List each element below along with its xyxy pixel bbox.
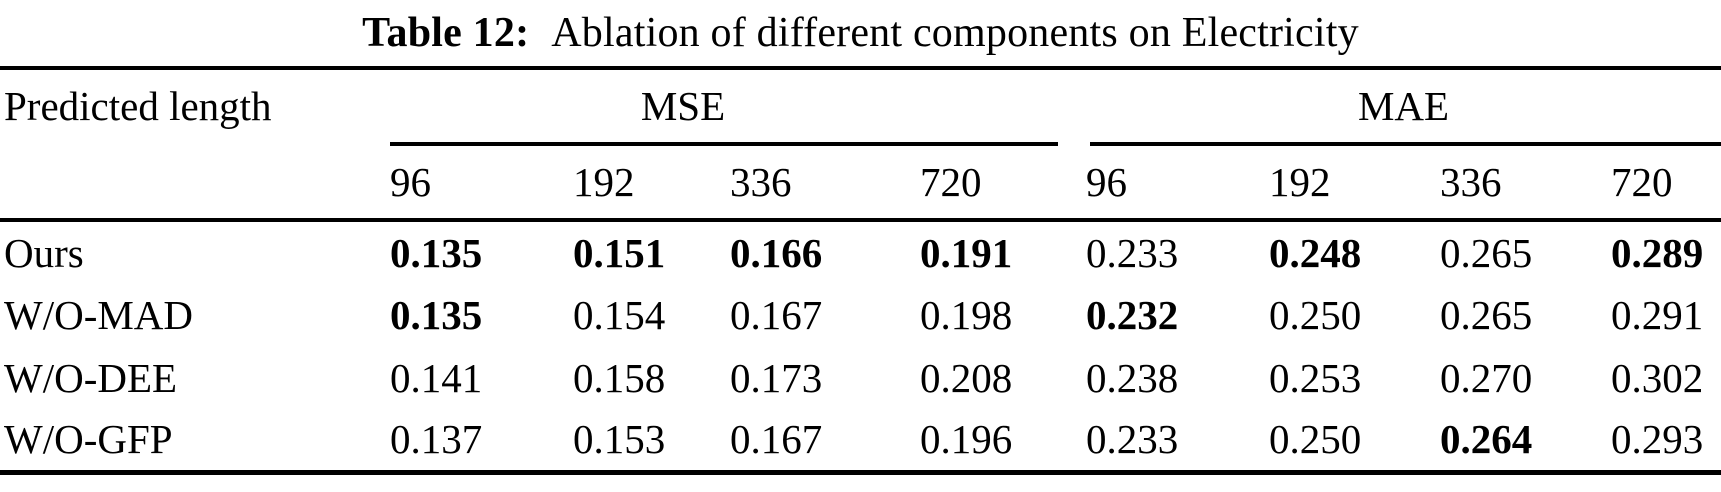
group-underline-row [0,142,1721,146]
table-caption-text: Ablation of different components on Elec… [551,10,1359,56]
metric-cell: 0.289 [1611,229,1704,276]
length-header-mae-336: 336 [1440,146,1611,222]
metric-cell: 0.196 [920,416,1013,463]
mse-group-rule [390,142,1058,146]
spacer-cell [0,146,390,222]
metric-cell: 0.173 [730,354,823,401]
table-caption: Table 12: Ablation of different componen… [0,0,1721,66]
corner-header-predicted-length: Predicted length [4,83,272,129]
length-header-row: 96 192 336 720 96 192 336 720 [0,146,1721,222]
metric-cell: 0.167 [730,291,823,338]
metric-cell: 0.265 [1440,229,1533,276]
metric-cell: 0.232 [1086,291,1179,338]
metric-cell: 0.253 [1269,354,1362,401]
metric-cell: 0.135 [390,291,483,338]
mae-underline-cell [1086,142,1721,146]
metric-cell: 0.265 [1440,291,1533,338]
row-label-wo-mad: W/O-MAD [4,291,194,338]
metric-cell: 0.250 [1269,416,1362,463]
table-row-wo-mad: W/O-MAD 0.135 0.154 0.167 0.198 0.232 0.… [0,283,1721,346]
metric-cell: 0.250 [1269,291,1362,338]
metric-cell: 0.151 [573,229,666,276]
row-label-wo-dee: W/O-DEE [4,354,178,401]
metric-cell: 0.208 [920,354,1013,401]
mse-underline-cell [390,142,1086,146]
table-row-ours: Ours 0.135 0.151 0.166 0.191 0.233 0.248… [0,220,1721,283]
row-label-ours: Ours [4,229,84,276]
group-header-row: Predicted length MSE MAE [0,68,1721,142]
length-header-mse-192: 192 [573,146,730,222]
length-header-mae-192: 192 [1269,146,1440,222]
length-header-mse-336: 336 [730,146,920,222]
metric-cell: 0.233 [1086,416,1179,463]
metric-cell: 0.135 [390,229,483,276]
table-row-wo-dee: W/O-DEE 0.141 0.158 0.173 0.208 0.238 0.… [0,346,1721,409]
metric-cell: 0.141 [390,354,483,401]
length-header-mae-96: 96 [1086,146,1269,222]
group-header-mae: MAE [1357,83,1450,129]
metric-cell: 0.270 [1440,354,1533,401]
table-caption-number: Table 12: [362,10,530,56]
mae-group-rule [1090,142,1721,146]
metric-cell: 0.166 [730,229,823,276]
metric-cell: 0.291 [1611,291,1704,338]
metric-cell: 0.154 [573,291,666,338]
table-row-wo-gfp: W/O-GFP 0.137 0.153 0.167 0.196 0.233 0.… [0,409,1721,472]
metric-cell: 0.238 [1086,354,1179,401]
length-header-mae-720: 720 [1611,146,1721,222]
row-label-wo-gfp: W/O-GFP [4,416,173,463]
ablation-results-table: Predicted length MSE MAE 96 192 336 720 … [0,66,1721,475]
metric-cell: 0.264 [1440,416,1533,463]
metric-cell: 0.137 [390,416,483,463]
metric-cell: 0.198 [920,291,1013,338]
length-header-mse-96: 96 [390,146,573,222]
metric-cell: 0.293 [1611,416,1704,463]
length-header-mse-720: 720 [920,146,1086,222]
metric-cell: 0.302 [1611,354,1704,401]
metric-cell: 0.248 [1269,229,1362,276]
metric-cell: 0.167 [730,416,823,463]
metric-cell: 0.191 [920,229,1013,276]
metric-cell: 0.158 [573,354,666,401]
group-header-mse: MSE [640,83,726,129]
metric-cell: 0.233 [1086,229,1179,276]
metric-cell: 0.153 [573,416,666,463]
